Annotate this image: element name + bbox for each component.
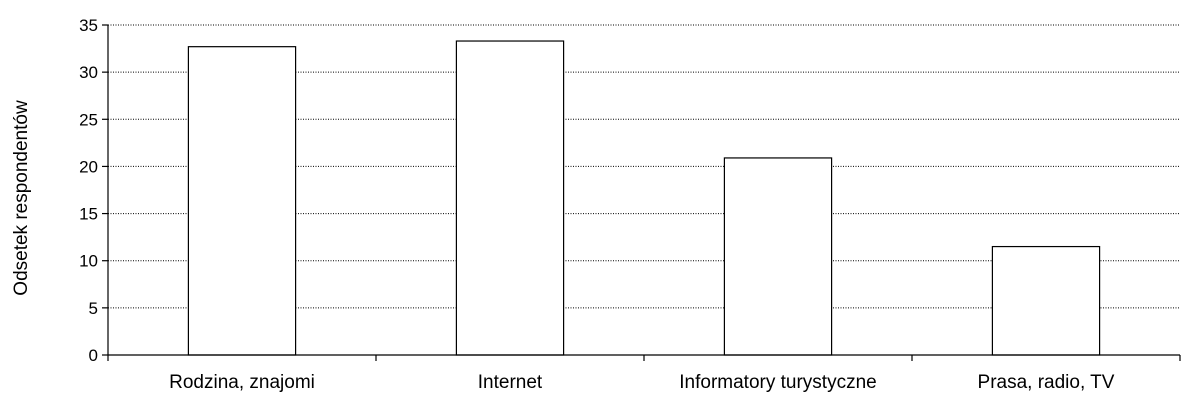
x-tick-label: Rodzina, znajomi: [169, 372, 315, 393]
x-tick-label: Informatory turystyczne: [679, 372, 876, 393]
y-tick-label: 35: [79, 16, 98, 35]
y-tick-label: 10: [79, 252, 98, 271]
bar: [991, 245, 1101, 356]
y-tick-labels: 0 5 10 15 20 25 30 35: [79, 16, 108, 365]
y-tick-label: 25: [79, 110, 98, 129]
x-tick-label: Prasa, radio, TV: [978, 372, 1115, 393]
bar: [723, 157, 833, 356]
bars: [187, 40, 1101, 356]
bar: [187, 46, 297, 356]
x-tick-labels: Rodzina, znajomi Internet Informatory tury…: [107, 355, 1181, 393]
y-tick-label: 30: [79, 63, 98, 82]
y-axis-label: Odsetek respondentów: [11, 100, 32, 296]
x-tick-label: Internet: [478, 372, 543, 393]
bar: [455, 40, 565, 356]
y-tick-label: 15: [79, 205, 98, 224]
y-tick-label: 20: [79, 157, 98, 176]
y-tick-label: 5: [89, 299, 98, 318]
y-tick-label: 0: [89, 346, 98, 365]
